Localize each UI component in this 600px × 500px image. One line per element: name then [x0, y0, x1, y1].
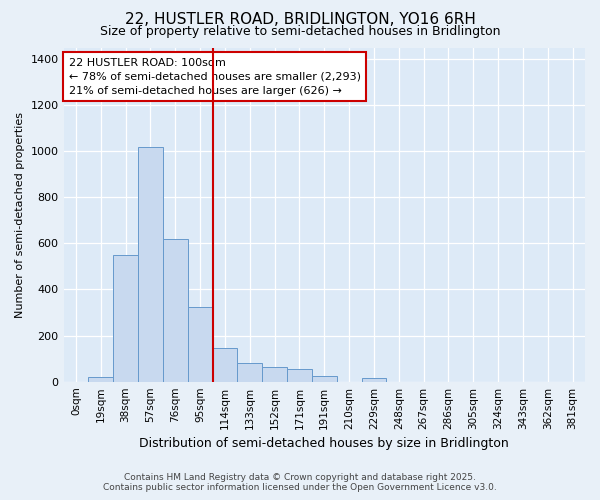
Bar — [362, 378, 386, 382]
Bar — [238, 363, 262, 382]
Bar — [138, 146, 163, 382]
Bar — [287, 369, 312, 382]
Text: 22 HUSTLER ROAD: 100sqm
← 78% of semi-detached houses are smaller (2,293)
21% of: 22 HUSTLER ROAD: 100sqm ← 78% of semi-de… — [69, 58, 361, 96]
Bar — [212, 348, 238, 382]
Bar — [262, 366, 287, 382]
Bar — [312, 376, 337, 382]
Text: Size of property relative to semi-detached houses in Bridlington: Size of property relative to semi-detach… — [100, 25, 500, 38]
X-axis label: Distribution of semi-detached houses by size in Bridlington: Distribution of semi-detached houses by … — [139, 437, 509, 450]
Y-axis label: Number of semi-detached properties: Number of semi-detached properties — [15, 112, 25, 318]
Bar — [163, 239, 188, 382]
Text: Contains HM Land Registry data © Crown copyright and database right 2025.
Contai: Contains HM Land Registry data © Crown c… — [103, 473, 497, 492]
Bar — [113, 255, 138, 382]
Text: 22, HUSTLER ROAD, BRIDLINGTON, YO16 6RH: 22, HUSTLER ROAD, BRIDLINGTON, YO16 6RH — [125, 12, 475, 28]
Bar — [188, 307, 212, 382]
Bar — [88, 377, 113, 382]
